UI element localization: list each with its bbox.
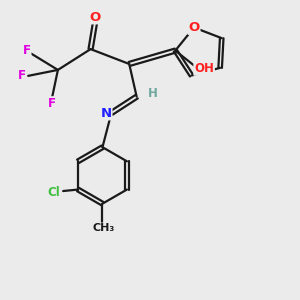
Text: Cl: Cl xyxy=(48,186,61,199)
Text: OH: OH xyxy=(194,62,214,75)
Text: CH₃: CH₃ xyxy=(93,223,115,233)
Text: O: O xyxy=(188,21,200,34)
Text: F: F xyxy=(48,97,56,110)
Text: F: F xyxy=(18,69,26,82)
Text: N: N xyxy=(100,106,112,119)
Text: F: F xyxy=(23,44,31,57)
Text: O: O xyxy=(89,11,101,23)
Text: H: H xyxy=(148,87,158,100)
